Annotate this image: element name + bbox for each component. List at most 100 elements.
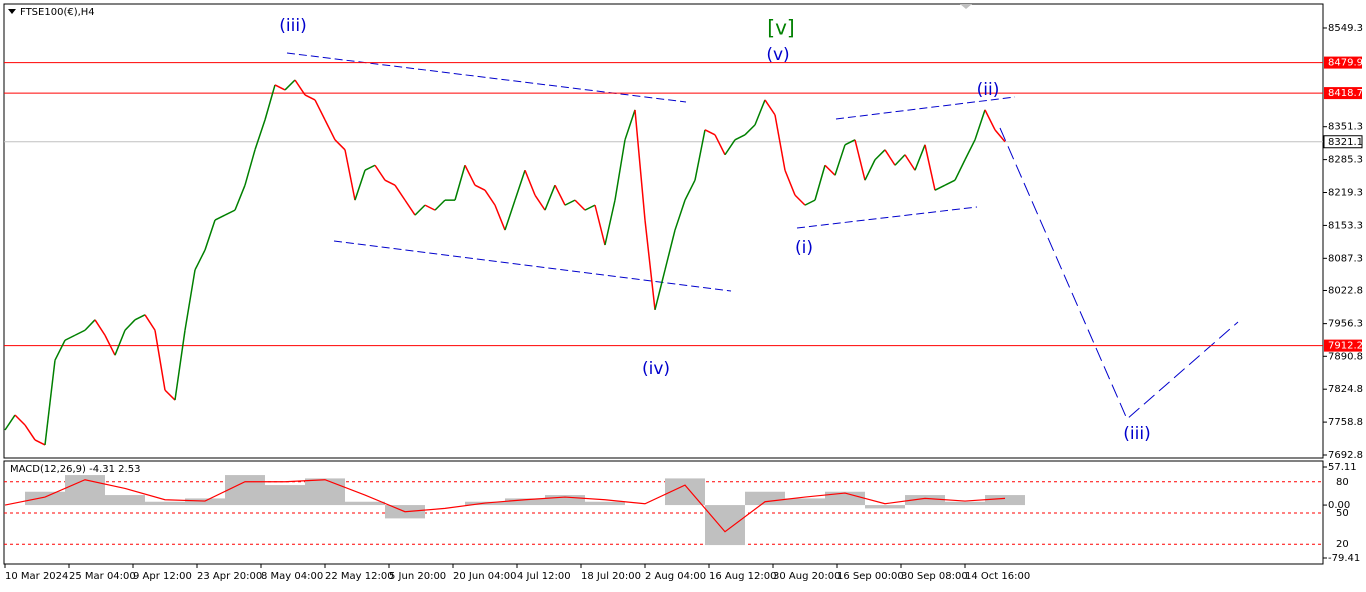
level-label: 8418.7 bbox=[1328, 88, 1363, 99]
price-segment bbox=[984, 109, 996, 131]
price-segment bbox=[544, 184, 556, 211]
macd-bar bbox=[265, 485, 305, 506]
price-segment bbox=[884, 149, 896, 166]
chart-title: FTSE100(€),H4 bbox=[20, 7, 95, 18]
x-tick-label: 16 Sep 00:00 bbox=[837, 571, 904, 582]
price-segment bbox=[424, 204, 436, 211]
price-segment bbox=[384, 179, 396, 186]
price-segment bbox=[514, 169, 526, 201]
macd-bar bbox=[225, 475, 265, 506]
y-tick-label: 8153.3 bbox=[1328, 220, 1363, 231]
price-segment bbox=[414, 204, 426, 216]
macd-signal bbox=[4, 479, 1006, 533]
price-segment bbox=[594, 204, 606, 246]
price-segment bbox=[244, 149, 256, 186]
wave-label: (i) bbox=[795, 238, 813, 258]
price-segment bbox=[784, 169, 796, 196]
shift-marker bbox=[960, 4, 972, 9]
wave-label: [v] bbox=[767, 16, 794, 40]
y-tick-label: 7956.3 bbox=[1328, 319, 1363, 330]
price-segment bbox=[634, 109, 646, 221]
price-segment bbox=[294, 79, 306, 96]
price-segment bbox=[934, 184, 946, 191]
price-segment bbox=[484, 189, 496, 206]
price-segment bbox=[94, 319, 106, 336]
macd-bar bbox=[825, 491, 865, 506]
price-segment bbox=[204, 219, 216, 251]
price-segment bbox=[724, 139, 736, 156]
price-segment bbox=[74, 329, 86, 336]
level-box bbox=[1324, 339, 1362, 352]
price-segment bbox=[274, 84, 286, 91]
macd-bar bbox=[545, 495, 585, 506]
price-segment bbox=[404, 199, 416, 216]
price-segment bbox=[524, 169, 536, 196]
price-segment bbox=[284, 79, 296, 91]
macd-bar bbox=[945, 501, 985, 506]
price-segment bbox=[144, 314, 156, 331]
main-panel bbox=[3, 3, 1324, 459]
price-segment bbox=[464, 164, 476, 186]
macd-bar bbox=[145, 501, 185, 506]
current-price-label: 8321.1 bbox=[1328, 137, 1363, 148]
macd-bar bbox=[905, 495, 945, 506]
x-tick-label: 4 Jul 12:00 bbox=[517, 571, 571, 582]
y-tick-label: 8549.3 bbox=[1328, 23, 1363, 34]
price-segment bbox=[254, 119, 266, 151]
price-segment bbox=[64, 334, 76, 341]
y2-tick-label: 80 bbox=[1336, 477, 1349, 488]
price-segment bbox=[354, 169, 366, 201]
wave-lines bbox=[286, 52, 1239, 420]
price-segment bbox=[794, 194, 806, 206]
price-segment bbox=[624, 109, 636, 141]
macd-title: MACD(12,26,9) -4.31 2.53 bbox=[10, 464, 140, 475]
price-segment bbox=[834, 144, 846, 176]
price-segment bbox=[114, 329, 126, 356]
price-segment bbox=[974, 109, 986, 141]
price-segment bbox=[264, 84, 276, 121]
macd-bar bbox=[585, 501, 625, 506]
price-segment bbox=[324, 119, 336, 141]
y-tick-label: 7824.8 bbox=[1328, 384, 1363, 395]
price-segment bbox=[674, 199, 686, 231]
x-tick-label: 20 Jun 04:00 bbox=[453, 571, 517, 582]
price-segment bbox=[184, 269, 196, 331]
current-price-box bbox=[1323, 135, 1363, 149]
y-tick-label: 7890.8 bbox=[1328, 351, 1363, 362]
price-segment bbox=[504, 199, 516, 231]
macd-tick-label: 0.00 bbox=[1328, 500, 1350, 511]
macd-bar bbox=[185, 498, 225, 506]
price-segment bbox=[604, 199, 616, 246]
price-segment bbox=[134, 314, 146, 321]
macd-panel bbox=[3, 460, 1324, 565]
wave-label: (iii) bbox=[279, 16, 306, 36]
macd-bar bbox=[865, 505, 905, 509]
price-segment bbox=[224, 209, 236, 216]
macd-bar bbox=[105, 495, 145, 506]
macd-bar bbox=[705, 505, 745, 546]
y-tick-label: 7692.8 bbox=[1328, 450, 1363, 461]
macd-bar bbox=[985, 495, 1025, 506]
price-segment bbox=[944, 179, 956, 186]
price-segment bbox=[394, 184, 406, 201]
y-tick-label: 8285.3 bbox=[1328, 155, 1363, 166]
price-segment bbox=[744, 124, 756, 136]
price-segment bbox=[304, 94, 316, 101]
price-segment bbox=[454, 165, 466, 201]
y2-tick-label: 50 bbox=[1336, 508, 1349, 519]
price-segment bbox=[154, 330, 166, 391]
y-tick-label: 8022.8 bbox=[1328, 285, 1363, 296]
price-segment bbox=[374, 164, 386, 181]
price-segment bbox=[694, 129, 706, 181]
price-segment bbox=[924, 144, 936, 191]
macd-bar bbox=[305, 478, 345, 506]
macd-bar bbox=[345, 501, 385, 506]
wave-label: (ii) bbox=[977, 80, 1000, 100]
price-segment bbox=[194, 249, 206, 271]
price-segment bbox=[644, 219, 656, 310]
x-tick-label: 2 Aug 04:00 bbox=[645, 571, 706, 582]
level-box bbox=[1324, 87, 1362, 100]
price-segment bbox=[914, 144, 926, 171]
price-segment bbox=[334, 139, 346, 151]
